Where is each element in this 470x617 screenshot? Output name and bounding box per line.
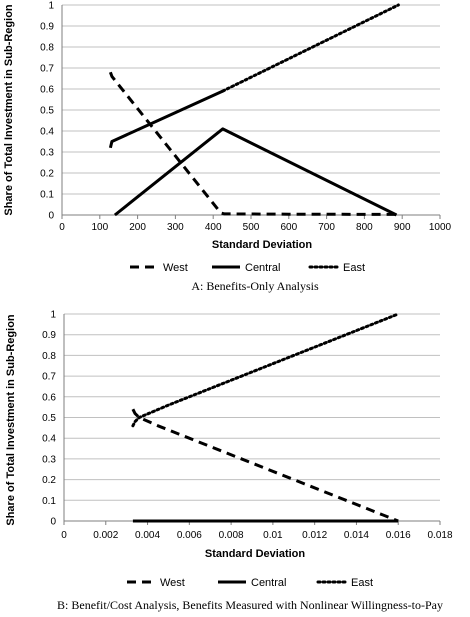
- x-tick-label-a-4: 400: [205, 222, 222, 233]
- x-tick-label-b-8: 0.016: [386, 530, 411, 541]
- x-tick-label-b-0: 0: [61, 530, 67, 541]
- x-axis-title-a: Standard Deviation: [212, 239, 313, 251]
- series-line-central-a-0: [108, 89, 224, 149]
- x-tick-label-a-8: 800: [356, 222, 373, 233]
- y-tick-label-a-6: 0.6: [40, 85, 54, 96]
- x-tick-label-b-6: 0.012: [302, 530, 327, 541]
- series-line-central-a-1: [113, 127, 398, 217]
- y-axis-title-b: Share of Total Investment in Sub-Region: [5, 314, 17, 526]
- y-tick-label-b-10: 1: [50, 310, 56, 321]
- legend-label-west-b: West: [160, 577, 185, 589]
- y-tick-label-a-10: 1: [48, 1, 54, 12]
- y-tick-label-b-1: 0.1: [42, 496, 56, 507]
- x-tick-label-a-9: 900: [394, 222, 411, 233]
- x-tick-label-a-3: 300: [167, 222, 184, 233]
- x-tick-label-a-6: 600: [280, 222, 297, 233]
- y-tick-label-a-5: 0.5: [40, 106, 54, 117]
- legend-label-central-a: Central: [245, 262, 280, 274]
- x-tick-label-b-4: 0.008: [219, 530, 244, 541]
- x-tick-label-b-3: 0.006: [177, 530, 202, 541]
- y-tick-label-a-0: 0: [48, 211, 54, 222]
- y-tick-label-a-3: 0.3: [40, 148, 54, 159]
- x-tick-label-a-10: 1000: [429, 222, 452, 233]
- x-tick-label-a-7: 700: [318, 222, 335, 233]
- y-tick-label-a-8: 0.8: [40, 43, 54, 54]
- y-tick-label-b-0: 0: [50, 517, 56, 528]
- x-tick-label-b-7: 0.014: [344, 530, 369, 541]
- legend-label-central-b: Central: [251, 577, 286, 589]
- x-tick-label-a-5: 500: [243, 222, 260, 233]
- x-tick-label-a-0: 0: [59, 222, 65, 233]
- y-tick-label-a-7: 0.7: [40, 64, 54, 75]
- legend-label-west-a: West: [163, 262, 188, 274]
- series-line-east-b: [131, 312, 400, 428]
- caption-b: B: Benefit/Cost Analysis, Benefits Measu…: [57, 598, 443, 612]
- x-tick-label-b-5: 0.01: [263, 530, 283, 541]
- x-tick-label-b-9: 0.018: [427, 530, 452, 541]
- y-tick-label-a-9: 0.9: [40, 22, 54, 33]
- chart-b: Share of Total Investment in Sub-Region …: [5, 310, 453, 613]
- y-tick-label-a-2: 0.2: [40, 169, 54, 180]
- y-tick-label-b-4: 0.4: [42, 434, 56, 445]
- y-axis-title-a: Share of Total Investment in Sub-Region: [3, 4, 15, 216]
- y-tick-label-b-5: 0.5: [42, 413, 56, 424]
- legend-label-east-b: East: [351, 577, 373, 589]
- x-tick-label-b-1: 0.002: [93, 530, 118, 541]
- y-tick-label-b-6: 0.6: [42, 392, 56, 403]
- x-axis-title-b: Standard Deviation: [205, 548, 306, 560]
- y-tick-label-b-8: 0.8: [42, 351, 56, 362]
- y-tick-label-b-2: 0.2: [42, 475, 56, 486]
- x-tick-label-a-2: 200: [129, 222, 146, 233]
- y-tick-label-b-7: 0.7: [42, 372, 56, 383]
- caption-a: A: Benefits-Only Analysis: [191, 279, 319, 293]
- chart-a: Share of Total Investment in Sub-Region …: [3, 1, 452, 294]
- y-tick-label-b-9: 0.9: [42, 330, 56, 341]
- series-line-west-b: [131, 408, 399, 523]
- x-tick-label-b-2: 0.004: [135, 530, 160, 541]
- legend-label-east-a: East: [343, 262, 365, 274]
- y-tick-label-b-3: 0.3: [42, 454, 56, 465]
- y-tick-label-a-4: 0.4: [40, 127, 54, 138]
- x-tick-label-a-1: 100: [91, 222, 108, 233]
- series-line-east-a: [221, 3, 400, 93]
- y-tick-label-a-1: 0.1: [40, 190, 54, 201]
